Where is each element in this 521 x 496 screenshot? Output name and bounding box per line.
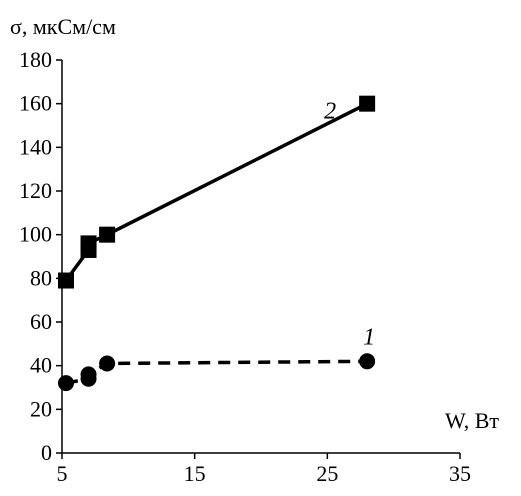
series-label-1: 1 [363,324,375,350]
x-tick-label: 15 [184,461,206,486]
data-point [80,366,97,383]
y-tick-label: 160 [19,91,52,116]
y-axis: 0 20 40 60 80 100 120 140 160 180 [19,47,62,465]
series-label-2: 2 [324,99,336,125]
series-line-2 [64,102,368,282]
y-tick-label: 120 [19,178,52,203]
data-point [359,353,376,370]
y-tick-label: 80 [30,265,52,290]
y-tick-label: 180 [19,47,52,72]
y-tick-label: 60 [30,309,52,334]
data-point [359,95,376,112]
y-tick-label: 100 [19,222,52,247]
plot-area [57,95,376,392]
x-tick-label: 25 [316,461,338,486]
data-point [57,375,74,392]
y-tick-label: 0 [41,440,52,465]
x-axis: 5 15 25 35 [57,453,471,486]
y-tick-label: 40 [30,353,52,378]
y-axis-title: σ, мкСм/см [10,14,116,39]
data-point [57,272,74,289]
x-tick-label: 5 [57,461,68,486]
data-point [80,235,97,252]
x-axis-title: W, Вт [445,408,499,433]
x-tick-label: 35 [449,461,471,486]
data-point [99,355,116,372]
y-tick-label: 140 [19,134,52,159]
y-tick-label: 20 [30,396,52,421]
data-point [99,226,116,243]
